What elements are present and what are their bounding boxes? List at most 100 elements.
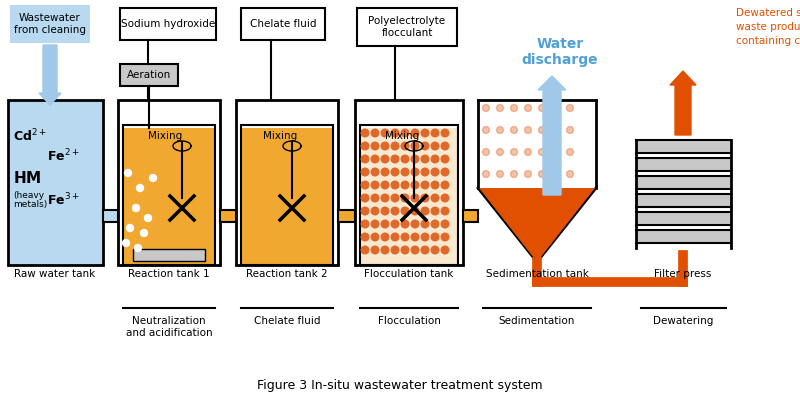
Bar [636,230,731,243]
Circle shape [401,194,409,202]
Circle shape [431,181,438,189]
Circle shape [566,170,574,178]
Text: Neutralization: Neutralization [132,316,206,326]
Text: $\mathbf{Fe}^{2+}$: $\mathbf{Fe}^{2+}$ [47,148,80,164]
Circle shape [442,129,449,137]
Bar [636,194,731,207]
Circle shape [421,194,429,202]
Text: Reaction tank 1: Reaction tank 1 [128,269,210,279]
Circle shape [371,233,379,241]
FancyArrow shape [39,45,61,105]
Text: Sodium hydroxide: Sodium hydroxide [121,19,215,29]
Circle shape [442,181,449,189]
Text: Flocculation: Flocculation [378,316,441,326]
Circle shape [411,246,419,254]
Circle shape [553,170,559,178]
Text: and acidification: and acidification [126,328,212,338]
Circle shape [391,168,398,176]
Circle shape [362,168,369,176]
Bar [120,8,216,40]
Text: (heavy: (heavy [13,191,44,199]
Circle shape [371,246,379,254]
Circle shape [442,194,449,202]
Bar [636,158,731,171]
Circle shape [431,233,438,241]
Circle shape [411,129,419,137]
Bar [241,128,333,265]
Circle shape [381,168,389,176]
Circle shape [538,127,546,133]
Circle shape [421,246,429,254]
Bar [360,125,458,265]
Text: $\mathbf{HM}$: $\mathbf{HM}$ [13,170,42,186]
Circle shape [421,168,429,176]
Circle shape [391,142,398,150]
Bar [357,8,457,46]
Circle shape [391,220,398,228]
Bar [8,100,103,265]
Circle shape [421,207,429,215]
Circle shape [381,220,389,228]
Circle shape [122,240,130,246]
Circle shape [362,220,369,228]
Circle shape [421,181,429,189]
Circle shape [391,246,398,254]
Circle shape [401,181,409,189]
Circle shape [421,233,429,241]
Text: Polyelectrolyte
flocculant: Polyelectrolyte flocculant [369,16,446,38]
Circle shape [371,168,379,176]
Text: Chelate fluid: Chelate fluid [250,19,316,29]
Circle shape [538,105,546,111]
Circle shape [371,155,379,163]
Circle shape [401,207,409,215]
Text: metals): metals) [13,201,47,209]
Text: Aeration: Aeration [127,70,171,80]
Circle shape [442,246,449,254]
Circle shape [381,129,389,137]
Circle shape [411,155,419,163]
Circle shape [411,181,419,189]
Circle shape [431,220,438,228]
Circle shape [411,233,419,241]
Circle shape [442,155,449,163]
Bar [123,125,215,265]
Circle shape [371,207,379,215]
Text: Mixing: Mixing [385,131,419,141]
Circle shape [553,105,559,111]
Circle shape [362,207,369,215]
Circle shape [538,148,546,156]
Circle shape [431,142,438,150]
Circle shape [391,194,398,202]
Circle shape [411,220,419,228]
Circle shape [510,127,518,133]
FancyArrow shape [670,71,696,135]
Circle shape [401,233,409,241]
Circle shape [133,205,139,211]
Text: Dewatered sludge
waste products
containing cadmium: Dewatered sludge waste products containi… [736,8,800,46]
Text: Dewatering: Dewatering [653,316,713,326]
Circle shape [401,220,409,228]
Circle shape [431,155,438,163]
Circle shape [421,220,429,228]
Circle shape [442,220,449,228]
Text: $\mathbf{Fe}^{3+}$: $\mathbf{Fe}^{3+}$ [47,192,80,208]
Circle shape [362,233,369,241]
Circle shape [482,148,490,156]
Circle shape [497,105,503,111]
Circle shape [126,224,134,232]
Bar [241,125,333,265]
Circle shape [381,181,389,189]
Circle shape [442,142,449,150]
Circle shape [381,194,389,202]
Circle shape [150,174,157,181]
Circle shape [125,170,131,176]
Circle shape [391,207,398,215]
Circle shape [145,215,151,222]
Circle shape [362,142,369,150]
Circle shape [566,127,574,133]
Text: Sedimentation: Sedimentation [499,316,575,326]
Bar [220,210,236,222]
Circle shape [510,170,518,178]
Circle shape [381,233,389,241]
Circle shape [391,155,398,163]
